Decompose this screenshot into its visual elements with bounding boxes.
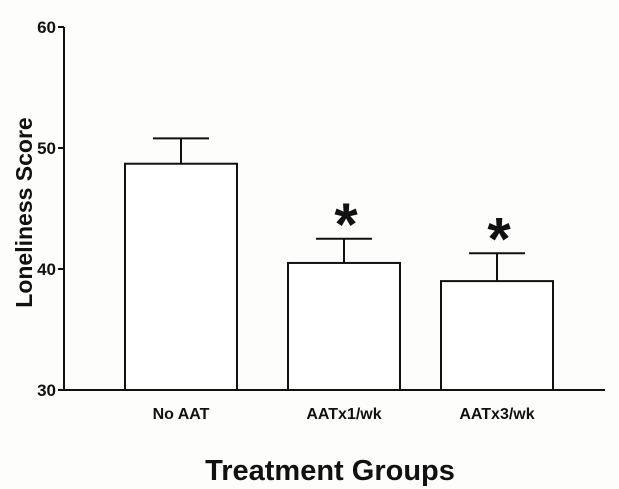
bar: [287, 261, 401, 392]
bar: [440, 280, 554, 392]
x-tick-label: No AAT: [153, 406, 210, 423]
x-tick-label: AATx1/wk: [306, 406, 381, 423]
significance-mark: *: [487, 205, 511, 272]
y-tick-label: 40: [37, 260, 56, 279]
x-tick-label: AATx3/wk: [459, 406, 534, 423]
bars: No AAT AATx1/wk * AATx3/wk *: [124, 137, 554, 423]
y-tick-label: 50: [37, 139, 56, 158]
y-tick-label: 60: [37, 18, 56, 37]
x-axis-title: Treatment Groups: [205, 455, 455, 487]
y-axis-title: Loneliness Score: [11, 117, 37, 307]
y-tick-label: 30: [37, 381, 56, 400]
significance-mark: *: [334, 191, 358, 258]
bar: [124, 162, 238, 391]
